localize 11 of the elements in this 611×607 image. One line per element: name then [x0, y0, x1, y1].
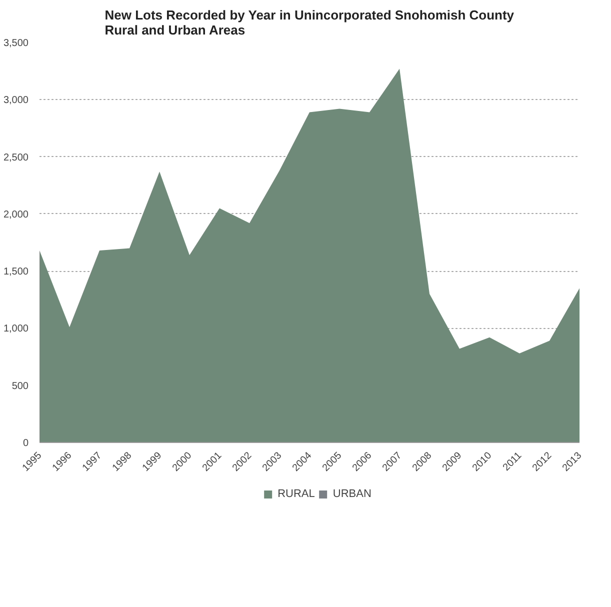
y-tick-label: 1,000 — [3, 324, 29, 335]
y-tick-label: 2,500 — [3, 152, 29, 164]
y-tick-label: 3,000 — [3, 95, 29, 106]
y-tick-label: 3,500 — [3, 38, 29, 49]
y-tick-label: 500 — [12, 380, 29, 392]
y-tick-label: 0 — [22, 438, 29, 449]
legend-label: URBAN — [332, 488, 372, 500]
y-tick-label: 1,500 — [3, 266, 29, 278]
y-tick-label: 2,000 — [3, 209, 29, 220]
legend-label: RURAL — [278, 488, 315, 500]
chart-title: New Lots Recorded by Year in Unincorporated Snohomish County Rural and Urban Areas — [104, 8, 515, 38]
